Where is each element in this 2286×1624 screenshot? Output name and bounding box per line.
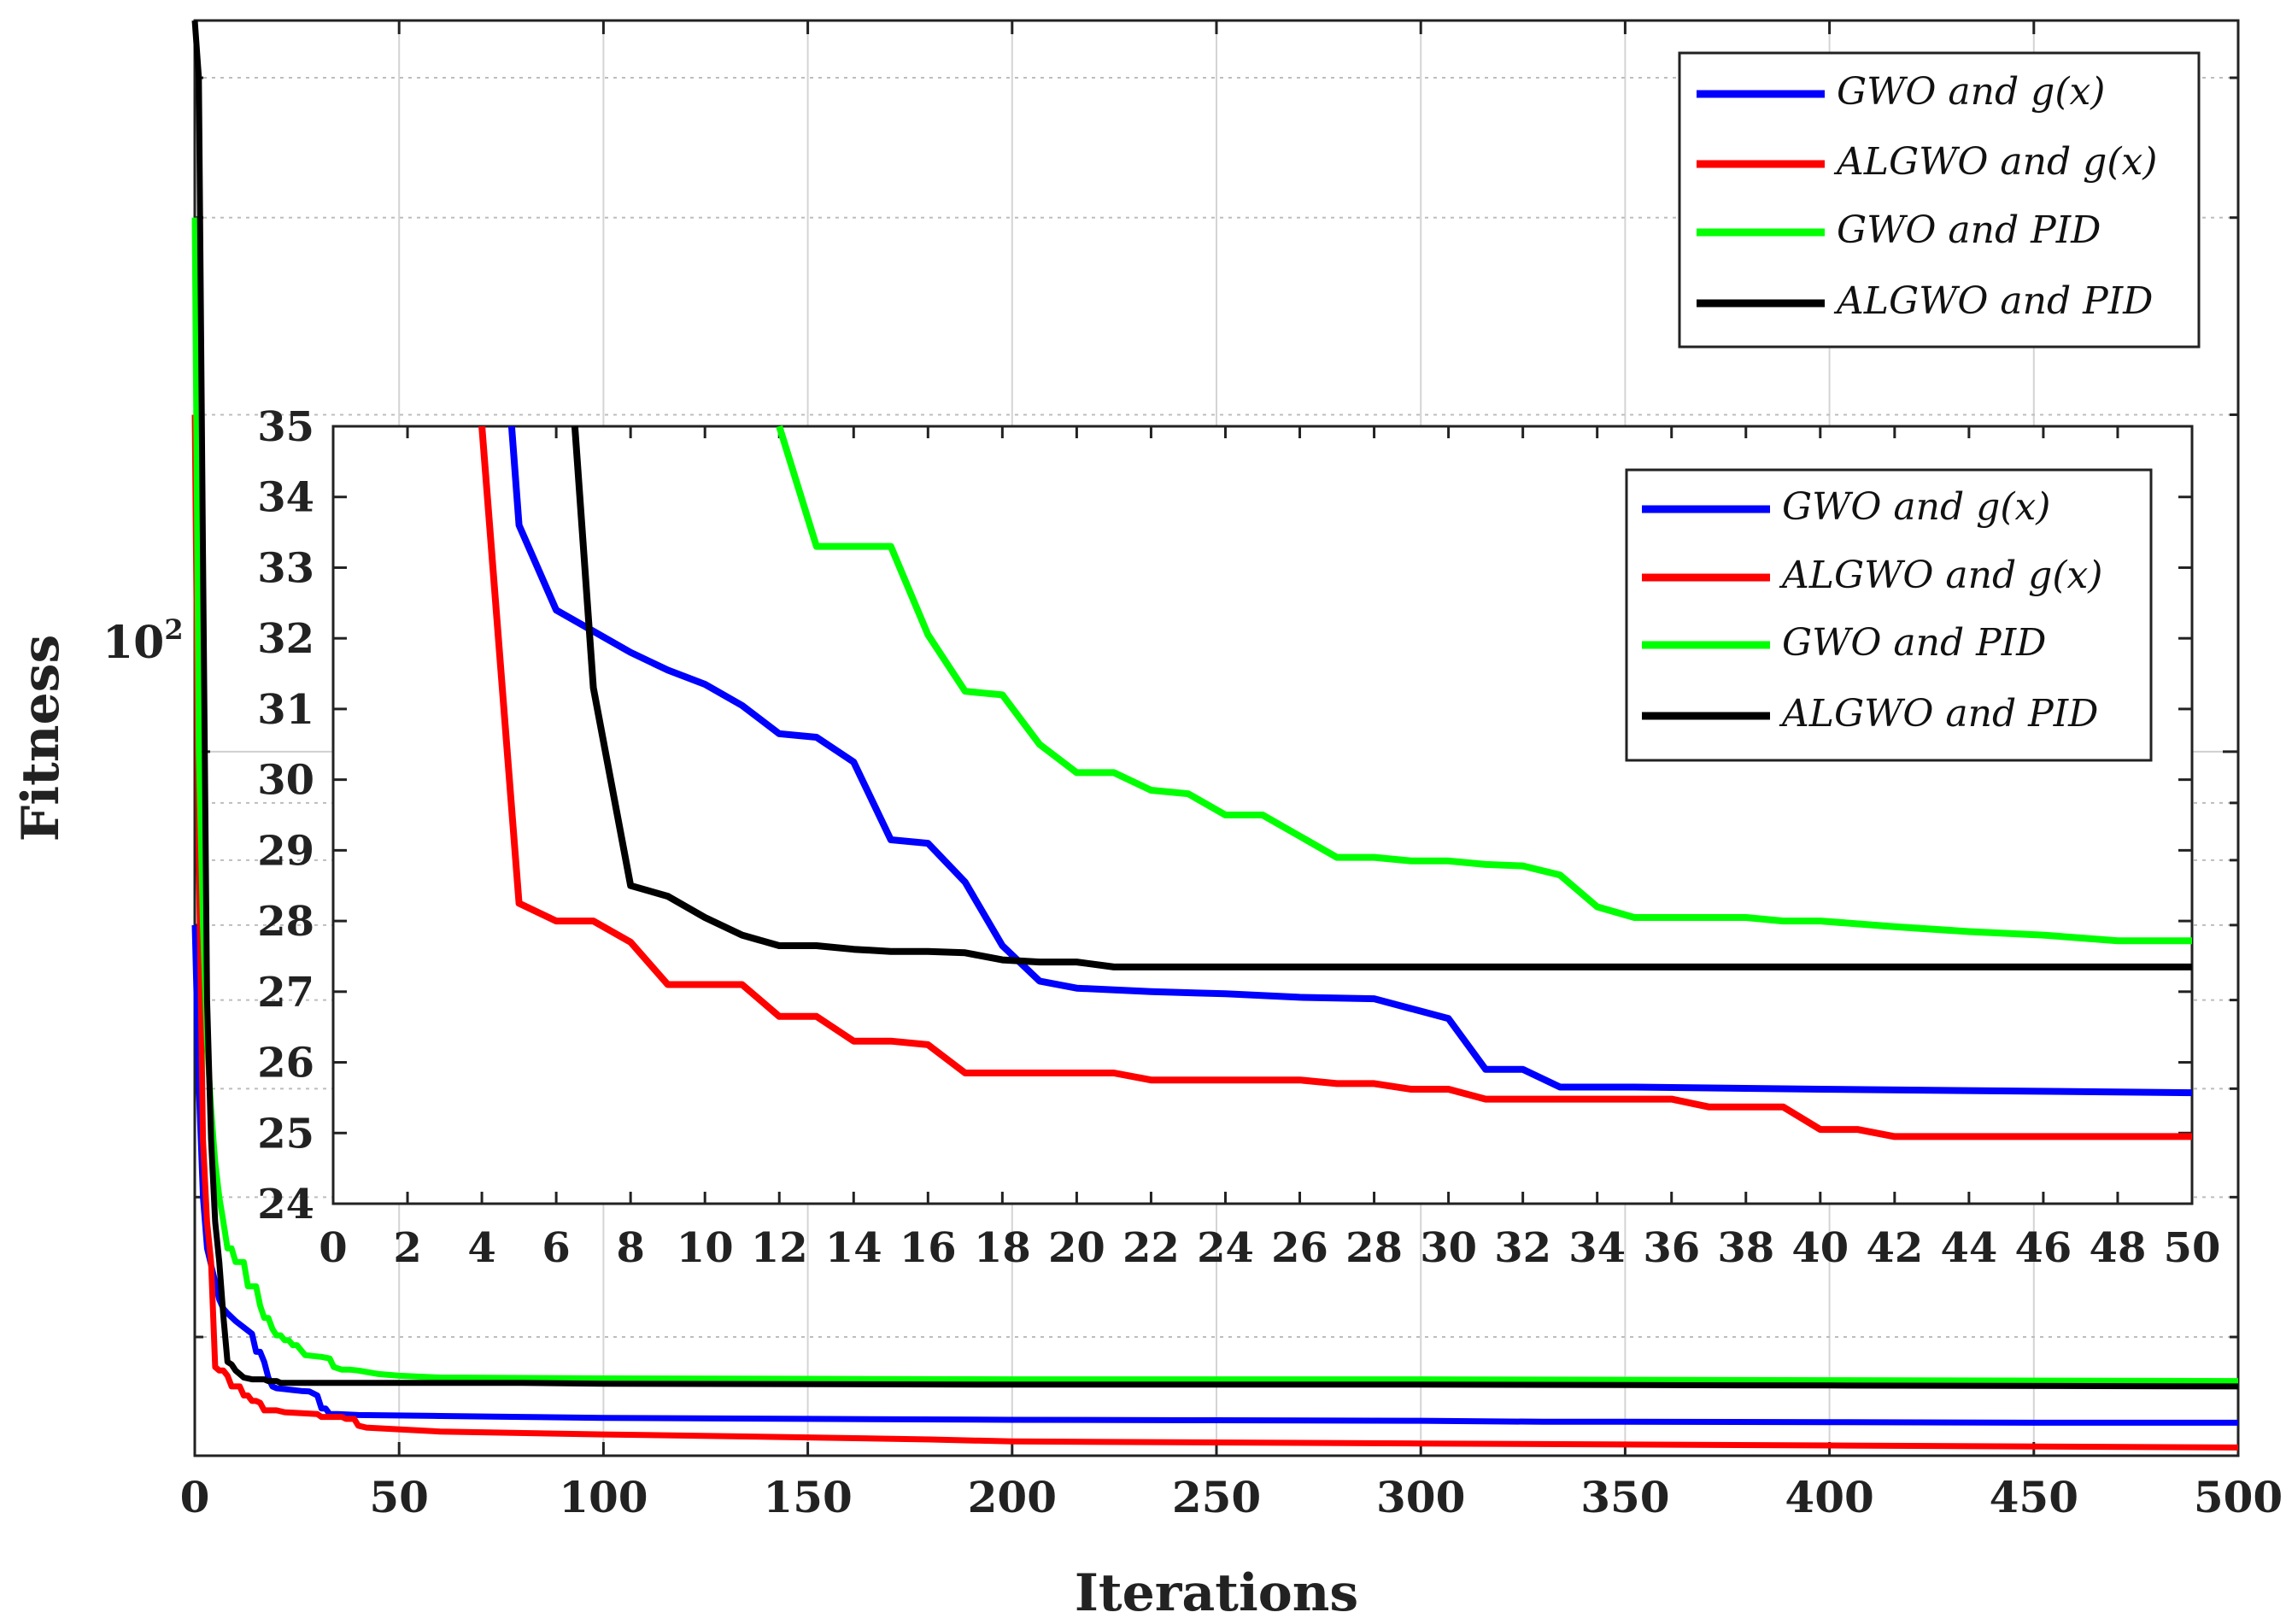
main-x-tick-label: 100	[559, 1472, 648, 1522]
main-x-tick-label: 300	[1376, 1472, 1465, 1522]
inset-y-tick-label: 31	[257, 686, 314, 734]
inset-legend: GWO and g(x) ALGWO and g(x) GWO and PID …	[1625, 468, 2153, 762]
inset-x-tick-label: 20	[1048, 1224, 1105, 1272]
inset-y-tick-label: 35	[257, 403, 314, 451]
main-x-tick-label: 0	[180, 1472, 210, 1522]
inset-series-algwo-and-pid	[571, 425, 2192, 970]
inset-x-tick-label: 26	[1271, 1224, 1328, 1272]
inset-x-tick-label: 8	[616, 1224, 644, 1272]
inset-legend-label-gwo-gx: GWO and g(x)	[1782, 485, 2050, 529]
main-legend-label-algwo-gx: ALGWO and g(x)	[1833, 140, 2157, 184]
inset-x-tick-label: 10	[677, 1224, 734, 1272]
inset-x-tick-label: 34	[1568, 1224, 1626, 1272]
inset-x-tick-label: 24	[1197, 1224, 1254, 1272]
inset-x-tick-label: 2	[393, 1224, 421, 1272]
inset-series-gwo-and-g-x	[507, 425, 2193, 1097]
main-series-gwo-and-pid	[191, 217, 2239, 1385]
inset-x-tick-label: 6	[542, 1224, 570, 1272]
inset-x-tick-label: 0	[319, 1224, 347, 1272]
inset-x-tick-label: 30	[1420, 1224, 1477, 1272]
main-legend: GWO and g(x) ALGWO and g(x) GWO and PID …	[1678, 51, 2201, 349]
inset-legend-label-algwo-gx: ALGWO and g(x)	[1779, 554, 2102, 597]
inset-y-tick-label: 27	[257, 969, 314, 1017]
inset-x-tick-label: 40	[1791, 1224, 1849, 1272]
main-x-tick-label: 200	[968, 1472, 1057, 1522]
main-legend-box	[1678, 51, 2201, 349]
inset-y-tick-label: 34	[257, 474, 314, 522]
inset-x-tick-label: 46	[2015, 1224, 2072, 1272]
inset-x-tick-label: 38	[1717, 1224, 1774, 1272]
inset-series-algwo-and-g-x	[478, 425, 2192, 1140]
inset-x-tick-label: 18	[974, 1224, 1031, 1272]
inset-x-tick-label: 28	[1345, 1224, 1403, 1272]
main-legend-label-gwo-pid: GWO and PID	[1837, 208, 2101, 252]
main-x-tick-label: 400	[1785, 1472, 1873, 1522]
inset-y-tick-label: 30	[257, 757, 314, 805]
x-axis-label: Iterations	[1075, 1563, 1358, 1623]
main-x-tick-label: 250	[1172, 1472, 1261, 1522]
main-y-tick-label: 102	[103, 613, 184, 669]
inset-series-gwo-and-pid	[776, 425, 2192, 945]
inset-series	[478, 425, 2193, 1140]
inset-x-tick-label: 4	[467, 1224, 495, 1272]
main-x-tick-label: 150	[763, 1472, 852, 1522]
y-axis-label: Fitness	[11, 635, 71, 841]
main-x-tick-label: 500	[2194, 1472, 2283, 1522]
inset-y-tick-label: 28	[257, 898, 314, 946]
main-series-algwo-and-g-x	[191, 414, 2239, 1451]
main-x-tick-label: 450	[1990, 1472, 2078, 1522]
inset-legend-label-gwo-pid: GWO and PID	[1782, 621, 2046, 665]
inset-x-tick-label: 44	[1940, 1224, 1997, 1272]
inset-x-tick-label: 14	[825, 1224, 882, 1272]
inset-legend-label-algwo-pid: ALGWO and PID	[1779, 692, 2098, 736]
inset-x-tick-label: 22	[1122, 1224, 1180, 1272]
main-x-tick-label: 50	[369, 1472, 429, 1522]
inset-y-tick-label: 29	[257, 827, 314, 875]
inset-y-tick-label: 32	[257, 615, 314, 663]
inset-x-tick-label: 32	[1494, 1224, 1551, 1272]
inset-y-tick-label: 26	[257, 1040, 314, 1088]
inset-x-tick-label: 16	[900, 1224, 957, 1272]
inset-y-tick-label: 25	[257, 1110, 314, 1158]
main-x-tick-label: 350	[1580, 1472, 1669, 1522]
main-series-algwo-and-pid	[191, 20, 2239, 1390]
inset-x-tick-label: 50	[2164, 1224, 2221, 1272]
inset-ticks: 0 2 4 6 8 10 12 14 16 18 20 22 24 26 28 30 32 34 36 38 40 42 4…	[257, 403, 2220, 1272]
inset-x-tick-label: 12	[751, 1224, 808, 1272]
inset-x-tick-label: 36	[1643, 1224, 1700, 1272]
main-ticks: 0 50 100 150 200 250 300 350 400 450 500	[180, 21, 2283, 1522]
inset-x-tick-label: 42	[1866, 1224, 1923, 1272]
main-legend-label-algwo-pid: ALGWO and PID	[1833, 279, 2153, 323]
inset-y-tick-label: 33	[257, 544, 314, 592]
inset-x-tick-label: 48	[2090, 1224, 2147, 1272]
inset-legend-box	[1625, 468, 2153, 762]
main-series	[191, 20, 2239, 1451]
inset-y-tick-label: 24	[257, 1181, 314, 1228]
main-legend-label-gwo-gx: GWO and g(x)	[1837, 70, 2105, 114]
